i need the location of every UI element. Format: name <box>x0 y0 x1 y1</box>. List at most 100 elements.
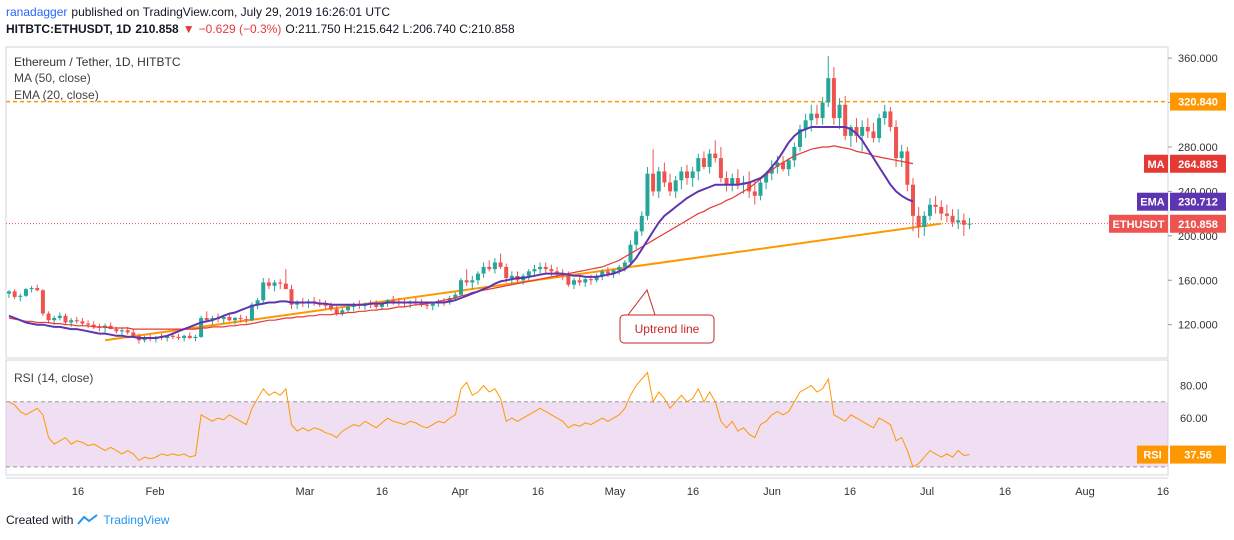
candle-body <box>927 204 932 216</box>
candle-body <box>871 131 876 139</box>
price-tick-label: 200.000 <box>1178 231 1218 243</box>
candle-body <box>289 289 294 305</box>
candle-body <box>323 304 328 306</box>
candle-body <box>826 78 831 103</box>
rsi-tag-value: 37.56 <box>1184 450 1212 462</box>
candle-body <box>860 126 865 136</box>
candle-body <box>696 158 701 172</box>
candle-body <box>803 120 808 130</box>
price-change: −0.629 (−0.3%) <box>198 22 282 36</box>
candle-body <box>814 113 819 119</box>
ma-tag-label-bg <box>1144 154 1168 173</box>
candle-body <box>656 171 661 192</box>
candle-body <box>391 300 396 302</box>
x-tick-label: 16 <box>532 486 544 498</box>
ma-legend: MA (50, close) <box>14 71 91 85</box>
candle-body <box>142 338 147 341</box>
candle-body <box>379 303 384 307</box>
candle-body <box>538 266 543 270</box>
ema-tag-label: EMA <box>1140 197 1165 209</box>
candle-body <box>730 178 735 185</box>
candle-body <box>509 275 514 279</box>
candle-body <box>7 291 11 294</box>
candle-body <box>430 303 435 306</box>
x-tick-label: 16 <box>376 486 388 498</box>
candle-body <box>707 153 712 167</box>
candle-body <box>882 111 887 119</box>
candle-body <box>233 318 237 321</box>
candle-body <box>487 266 492 270</box>
candle-body <box>775 162 780 167</box>
candle-body <box>622 262 627 267</box>
x-tick-label: Feb <box>146 486 165 498</box>
candle-body <box>86 323 91 325</box>
rsi-legend: RSI (14, close) <box>14 371 94 385</box>
candle-body <box>645 173 650 216</box>
candle-body <box>176 336 181 339</box>
candle-body <box>346 306 350 311</box>
candle-body <box>786 160 791 170</box>
rsi-tag-value-bg <box>1170 445 1226 464</box>
ma-tag-value: 264.883 <box>1178 159 1218 171</box>
candle-body <box>272 282 277 286</box>
candle-body <box>543 266 548 270</box>
resistance-tag-value-bg <box>1170 92 1226 111</box>
candle-body <box>182 335 187 339</box>
candle-body <box>255 300 260 305</box>
rsi-tag-label-bg <box>1137 445 1168 464</box>
resistance-tag-value: 320.840 <box>1178 97 1218 109</box>
candle-body <box>566 275 571 285</box>
tradingview-logo-icon <box>77 514 98 525</box>
candle-body <box>798 129 802 147</box>
candle-body <box>577 280 582 283</box>
candle-body <box>459 280 463 295</box>
candle-body <box>125 330 130 333</box>
candle-body <box>735 178 740 185</box>
x-tick-label: Apr <box>451 486 468 498</box>
candle-body <box>63 315 68 323</box>
x-tick-label: Jul <box>920 486 934 498</box>
rsi-line <box>8 371 970 468</box>
ema-legend: EMA (20, close) <box>14 88 99 102</box>
candle-body <box>950 215 955 223</box>
candle-body <box>351 304 356 307</box>
candle-body <box>758 182 763 196</box>
candle-body <box>221 316 226 320</box>
symbol-label: HITBTC:ETHUSDT, 1D <box>6 22 132 36</box>
x-tick-label: 16 <box>844 486 856 498</box>
candle-body <box>679 171 684 181</box>
candle-body <box>283 283 288 290</box>
candle-body <box>668 182 673 192</box>
candle-body <box>549 269 554 272</box>
ema-tag-value: 230.712 <box>1178 197 1218 209</box>
candle-body <box>877 118 882 139</box>
annotation-uptrend-line: Uptrend line <box>635 322 700 336</box>
candle-body <box>80 321 85 324</box>
candle-body <box>266 282 271 286</box>
candle-body <box>23 289 28 296</box>
candle-body <box>764 173 769 183</box>
candle-body <box>46 313 51 321</box>
rsi-band <box>6 401 1168 467</box>
candle-body <box>939 206 944 214</box>
candle-body <box>74 320 79 322</box>
author-link[interactable]: ranadagger <box>6 5 68 19</box>
footer: Created with TradingView <box>6 513 169 527</box>
price-pane-frame <box>5 46 1169 359</box>
candle-body <box>639 215 644 232</box>
candle-body <box>35 288 40 291</box>
chart-title: Ethereum / Tether, 1D, HITBTC <box>14 55 181 69</box>
candle-body <box>419 302 424 305</box>
candle-body <box>91 324 96 327</box>
x-tick-label: 16 <box>687 486 699 498</box>
candle-body <box>747 182 752 192</box>
price-tag-value: 210.858 <box>1178 219 1218 231</box>
candle-body <box>261 282 266 301</box>
candle-body <box>238 318 243 320</box>
candle-body <box>894 126 899 159</box>
candle-body <box>690 171 695 179</box>
ohlc-values: O:211.750 H:215.642 L:206.740 C:210.858 <box>285 22 515 36</box>
candle-body <box>718 158 723 179</box>
tradingview-brand[interactable]: TradingView <box>103 513 170 527</box>
